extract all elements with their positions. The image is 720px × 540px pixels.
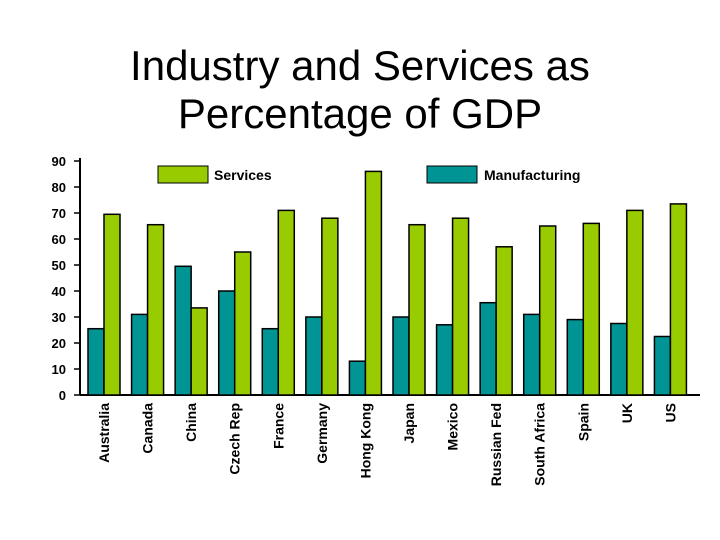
axes: 0 10 20 30 40 50 60 70 80 90 [52,154,700,403]
x-tick-label: Canada [140,403,156,454]
category-labels: Australia Canada China Czech Rep France Germa… [96,403,678,486]
x-tick-label: Czech Rep [227,403,243,475]
x-tick-label: Germany [314,403,330,464]
bar-manufacturing-mexico [435,324,454,396]
y-tick-label: 10 [52,362,66,377]
bar-services-germany [321,217,339,396]
bar-manufacturing-spain [566,318,585,396]
y-tick-label: 0 [59,388,66,403]
bar-services-china [190,307,208,396]
x-tick-label: France [270,403,286,449]
x-tick-label: Mexico [445,403,461,450]
y-tick-label: 70 [52,206,66,221]
legend: Services Manufacturing [157,165,580,184]
legend-swatch [426,165,478,184]
bar-services-uk [626,209,644,396]
bar-manufacturing-germany [305,316,323,396]
bar-services-mexico [451,217,470,396]
bar-manufacturing-hong-kong [348,360,367,396]
y-tick-label: 20 [52,336,66,351]
legend-item-services: Services [157,165,272,184]
chart-title-line-1: Industry and Services as [130,42,590,89]
y-tick-label: 80 [52,180,66,195]
bar-manufacturing-us [653,335,672,396]
bar-manufacturing-canada [130,313,149,396]
bar-services-canada [146,223,165,396]
x-tick-label: Spain [575,403,591,441]
chart-title: Industry and Services as Percentage of G… [0,42,720,138]
bar-services-us [669,203,688,396]
x-tick-label: China [183,403,199,442]
legend-label: Services [214,167,272,183]
legend-item-manufacturing: Manufacturing [426,165,580,184]
y-tick-label: 50 [52,258,66,273]
bars [87,170,688,396]
y-tick-label: 40 [52,284,66,299]
bar-services-czech-rep [233,251,252,396]
bar-manufacturing-australia [87,327,105,396]
bar-services-russian-fed [495,246,513,396]
bar-manufacturing-france [261,327,280,396]
chart-title-line-2: Percentage of GDP [177,90,543,137]
bar-manufacturing-china [174,265,192,396]
y-tick-label: 90 [52,154,66,169]
x-tick-label: US [662,403,678,422]
bar-services-australia [103,213,121,396]
x-tick-label: UK [619,403,635,423]
bar-services-france [277,209,296,396]
bar-manufacturing-japan [392,316,410,396]
bar-manufacturing-south-africa [522,313,541,396]
y-tick-label: 30 [52,310,66,325]
x-tick-label: South Africa [532,403,548,486]
bar-manufacturing-czech-rep [217,290,236,396]
legend-swatch [157,165,209,184]
legend-label: Manufacturing [484,167,580,183]
bar-services-hong-kong [364,170,383,396]
bar-manufacturing-uk [610,322,628,396]
y-tick-label: 60 [52,232,66,247]
x-tick-label: Japan [401,403,417,443]
bar-services-spain [582,222,601,396]
x-tick-label: Hong Kong [357,403,373,478]
x-tick-label: Russian Fed [488,403,504,486]
bar-services-south-africa [538,225,557,396]
bar-services-japan [408,223,426,396]
x-tick-label: Australia [96,403,112,463]
bar-manufacturing-russian-fed [479,301,497,396]
